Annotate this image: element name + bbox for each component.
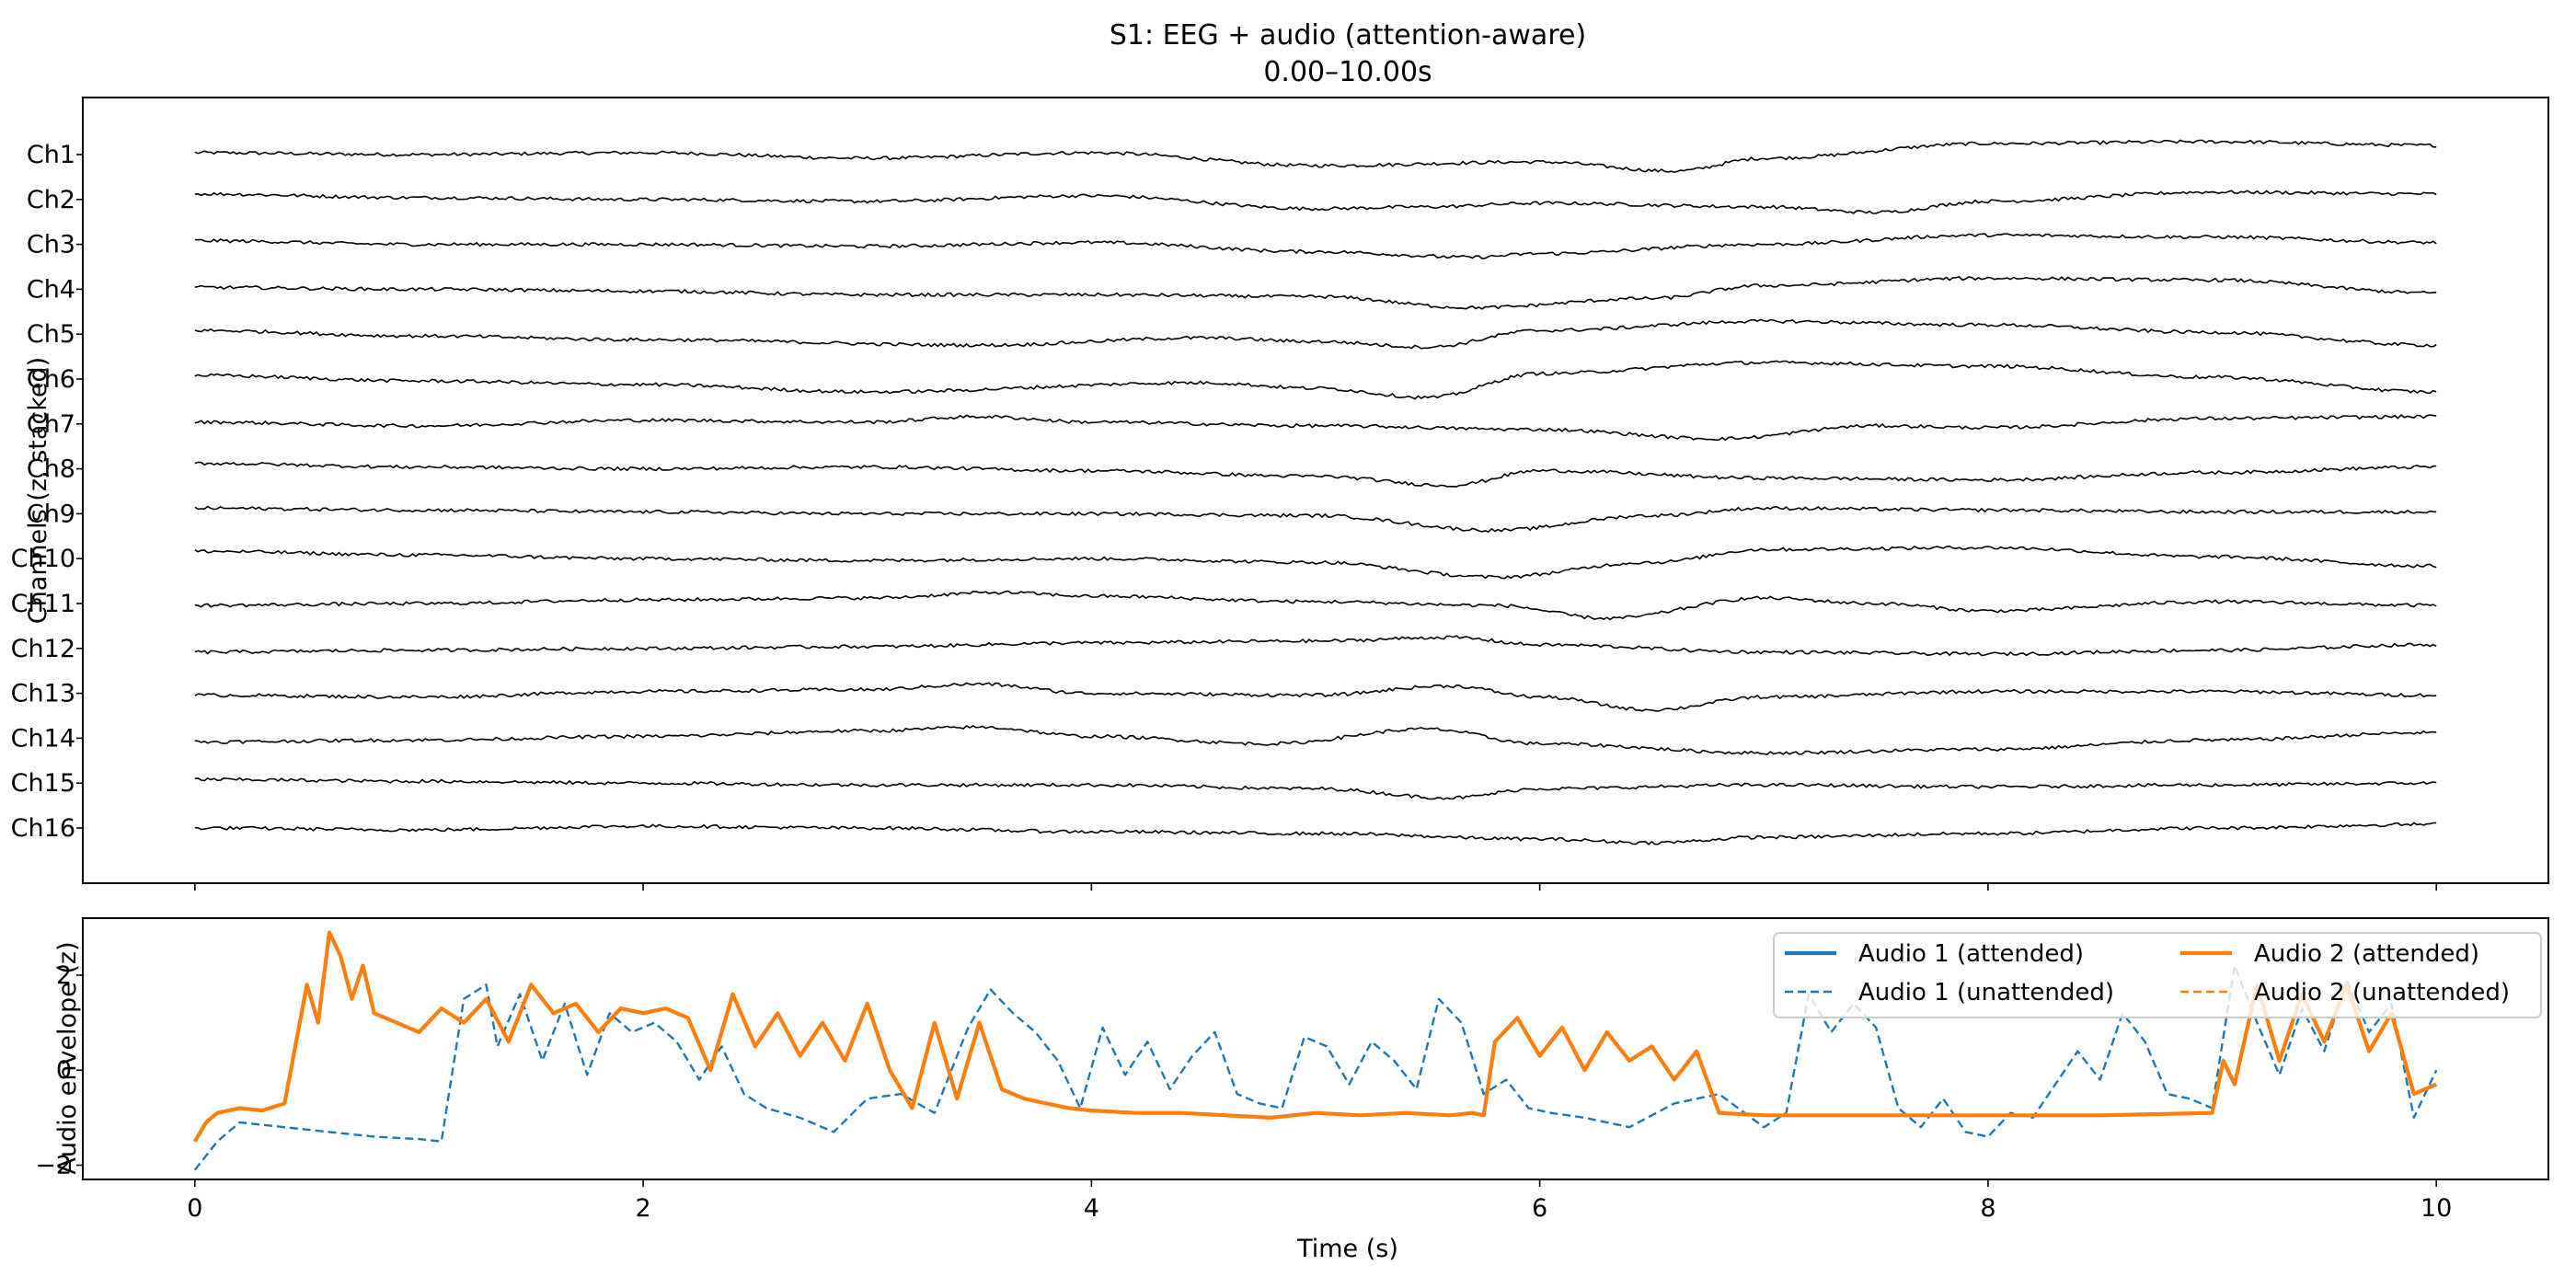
eeg-trace-ch1: [194, 139, 2437, 173]
audio-y-tick-label: −2: [35, 1152, 72, 1180]
eeg-plot-frame: [82, 97, 2549, 884]
eeg-channel-labels: Ch1 Ch2 Ch3 Ch4 Ch5 Ch6 Ch7 Ch8 Ch9 Ch10 Ch11 Ch12 C…: [11, 141, 83, 843]
audio-x-tick-label: 10: [2421, 1194, 2452, 1223]
audio-x-axis-label: Time (s): [1296, 1235, 1398, 1263]
audio-series: [192, 930, 2438, 1171]
eeg-trace-ch7: [194, 414, 2437, 442]
audio-x-tick-label: 0: [187, 1194, 202, 1223]
channel-label-ch4: Ch4: [27, 275, 75, 304]
audio-panel: −2 0 2 0 2 4 6 8 10 Audio envelope (z) Time (s)…: [35, 917, 2549, 1263]
eeg-trace-ch15: [194, 776, 2437, 800]
legend-box: [1773, 932, 2542, 1018]
channel-label-ch12: Ch12: [11, 635, 75, 663]
eeg-trace-ch14: [194, 724, 2437, 755]
legend-label-3: Audio 2 (unattended): [2254, 979, 2510, 1006]
eeg-x-ticks: [194, 883, 2437, 891]
eeg-trace-ch8: [194, 461, 2437, 488]
channel-label-ch14: Ch14: [11, 724, 75, 753]
channel-label-ch16: Ch16: [11, 814, 75, 843]
channel-label-ch13: Ch13: [11, 680, 75, 708]
audio-x-tick-label: 4: [1084, 1194, 1099, 1223]
legend-label-1: Audio 1 (unattended): [1858, 979, 2114, 1006]
eeg-traces: [194, 139, 2437, 845]
channel-label-ch6: Ch6: [27, 365, 75, 394]
chart-title-line2: 0.00–10.00s: [1263, 56, 1432, 88]
channel-label-ch15: Ch15: [11, 769, 75, 798]
channel-label-ch3: Ch3: [27, 231, 75, 259]
channel-label-ch8: Ch8: [27, 455, 75, 484]
audio-y-tick-label: 2: [56, 961, 72, 990]
channel-label-ch1: Ch1: [27, 141, 75, 169]
audio-series-line-1: [193, 964, 2438, 1171]
audio-x-tick-label: 2: [635, 1194, 650, 1223]
channel-label-ch5: Ch5: [27, 320, 75, 349]
channel-label-ch2: Ch2: [27, 186, 75, 214]
eeg-trace-ch16: [194, 822, 2437, 845]
audio-x-ticks: 0 2 4 6 8 10: [187, 1179, 2452, 1223]
eeg-trace-ch6: [194, 360, 2437, 400]
chart-title-line1: S1: EEG + audio (attention-aware): [1110, 19, 1586, 52]
channel-label-ch9: Ch9: [27, 500, 75, 528]
legend-label-2: Audio 2 (attended): [2254, 940, 2479, 968]
audio-x-tick-label: 6: [1532, 1194, 1547, 1223]
audio-y-ticks: −2 0 2: [35, 961, 83, 1180]
legend-label-0: Audio 1 (attended): [1858, 940, 2084, 968]
legend: Audio 1 (attended) Audio 1 (unattended) Au…: [1773, 932, 2542, 1018]
channel-label-ch11: Ch11: [11, 590, 75, 618]
audio-y-axis-label: Audio envelope (z): [53, 941, 82, 1174]
legend-entries: Audio 1 (attended) Audio 1 (unattended) Au…: [1785, 940, 2510, 1006]
eeg-y-axis-label: Channels (z, stacked): [24, 357, 52, 624]
audio-plot-frame: [82, 917, 2549, 1180]
eeg-trace-ch3: [194, 233, 2437, 259]
eeg-trace-ch2: [194, 190, 2437, 214]
audio-x-tick-label: 8: [1980, 1194, 1995, 1223]
eeg-trace-ch10: [194, 545, 2437, 580]
eeg-trace-ch12: [194, 635, 2437, 657]
eeg-panel: Ch1 Ch2 Ch3 Ch4 Ch5 Ch6 Ch7 Ch8 Ch9 Ch10 Ch11 Ch12 C…: [11, 97, 2549, 891]
eeg-trace-ch11: [194, 590, 2437, 621]
eeg-trace-ch13: [194, 682, 2437, 712]
channel-label-ch7: Ch7: [27, 410, 75, 439]
audio-series-line-2: [192, 930, 2438, 1143]
eeg-trace-ch9: [194, 505, 2437, 534]
channel-label-ch10: Ch10: [11, 545, 75, 573]
eeg-trace-ch5: [194, 318, 2437, 350]
eeg-trace-ch4: [194, 276, 2437, 310]
audio-y-tick-label: 0: [56, 1056, 72, 1085]
